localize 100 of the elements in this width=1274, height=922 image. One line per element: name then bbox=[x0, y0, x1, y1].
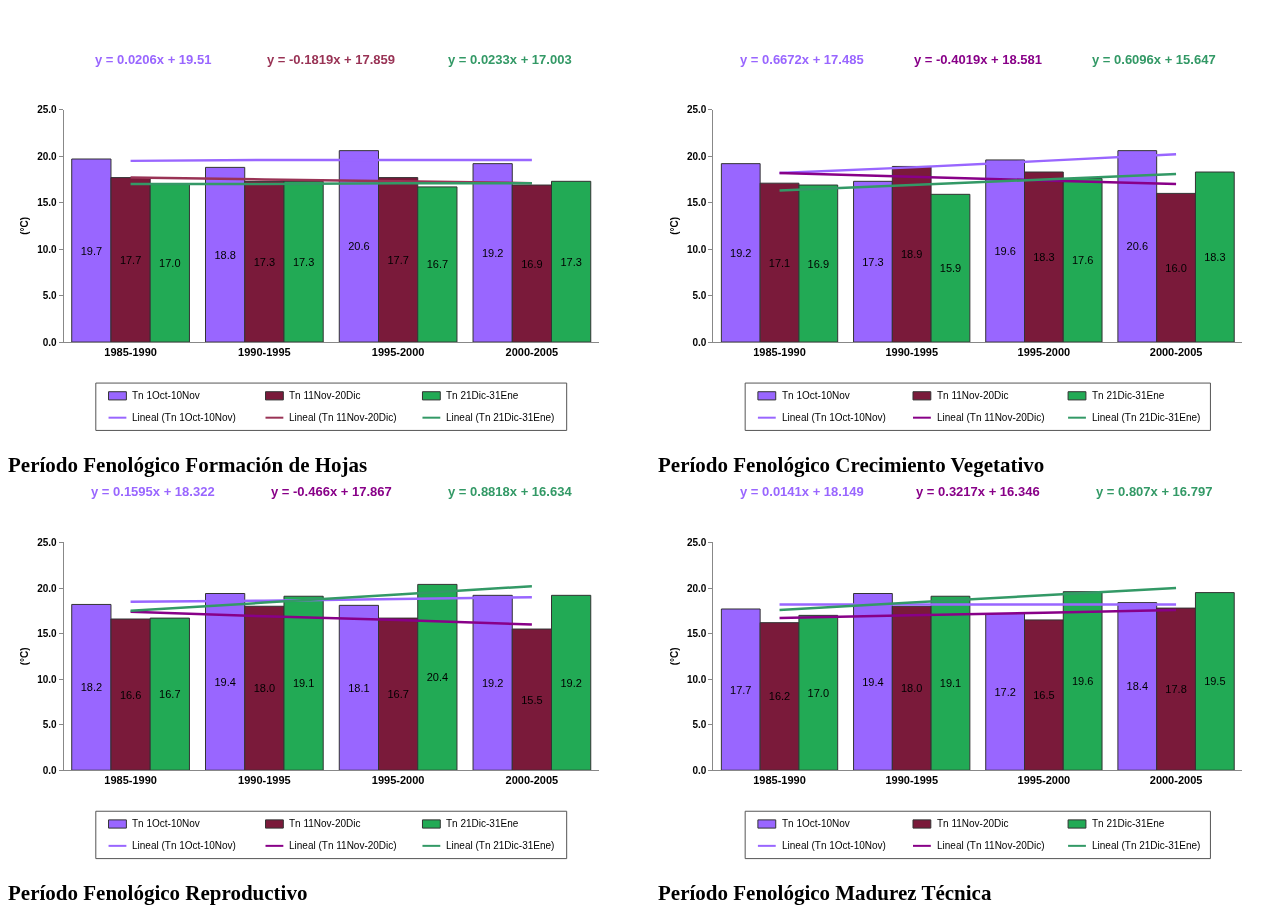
data-label: 16.2 bbox=[768, 690, 791, 703]
x-tick-label: 2000-2005 bbox=[505, 774, 559, 787]
legend-label: Tn 1Oct-10Nov bbox=[132, 818, 200, 829]
legend-label: Tn 1Oct-10Nov bbox=[782, 390, 850, 401]
data-label: 18.0 bbox=[900, 682, 923, 695]
data-label: 19.6 bbox=[1071, 674, 1094, 687]
legend-label: Tn 21Dic-31Ene bbox=[1092, 818, 1165, 829]
data-label: 18.9 bbox=[900, 248, 923, 261]
y-tick-label: 5.0 bbox=[692, 719, 707, 731]
line-series bbox=[778, 171, 1178, 186]
legend-label: Tn 21Dic-31Ene bbox=[446, 390, 519, 401]
legend-label: Tn 21Dic-31Ene bbox=[446, 818, 519, 829]
y-tick-label: 0.0 bbox=[42, 764, 58, 776]
data-label: 15.5 bbox=[521, 693, 543, 706]
text: y = 0.0141x + 18.149 bbox=[740, 484, 864, 499]
data-label: 18.3 bbox=[1204, 251, 1226, 264]
x-tick-label: 1985-1990 bbox=[104, 346, 157, 359]
data-label: 19.2 bbox=[730, 246, 752, 259]
data-label: 16.9 bbox=[807, 257, 830, 270]
y-tick-label: 20.0 bbox=[37, 150, 58, 162]
text: y = 0.8818x + 16.634 bbox=[448, 484, 573, 499]
data-label: 20.6 bbox=[1126, 240, 1148, 253]
y-tick-label: 10.0 bbox=[686, 673, 707, 685]
line-series bbox=[778, 586, 1178, 612]
y-tick-label: 15.0 bbox=[686, 628, 707, 640]
y-tick-label: 20.0 bbox=[686, 582, 707, 594]
x-tick-label: 1990-1995 bbox=[885, 346, 939, 359]
data-label: 19.4 bbox=[214, 675, 236, 688]
data-label: 17.0 bbox=[807, 686, 830, 699]
y-tick-label: 10.0 bbox=[37, 673, 58, 685]
legend-label: Lineal (Tn 1Oct-10Nov) bbox=[132, 840, 236, 851]
text: Período Fenológico Crecimiento Vegetativo bbox=[658, 453, 1045, 477]
y-tick-label: 5.0 bbox=[692, 290, 707, 302]
y-tick-label: 25.0 bbox=[37, 104, 58, 116]
data-label: 17.8 bbox=[1165, 683, 1187, 696]
y-tick-label: 25.0 bbox=[686, 104, 707, 116]
data-label: 18.1 bbox=[348, 681, 370, 694]
data-label: 19.2 bbox=[481, 676, 504, 689]
line-series bbox=[129, 610, 534, 626]
legend-label: Lineal (Tn 1Oct-10Nov) bbox=[782, 412, 886, 423]
data-label: 16.6 bbox=[119, 688, 142, 701]
legend-label: Lineal (Tn 1Oct-10Nov) bbox=[132, 412, 236, 423]
text: y = 0.0206x + 19.51 bbox=[95, 52, 212, 67]
legend-label: Tn 11Nov-20Dic bbox=[289, 818, 361, 829]
data-label: 17.3 bbox=[253, 255, 276, 268]
data-label: 17.3 bbox=[560, 255, 582, 268]
y-tick-label: 15.0 bbox=[37, 197, 58, 209]
x-tick-label: 1990-1995 bbox=[238, 346, 291, 359]
y-tick-label: 25.0 bbox=[686, 536, 707, 548]
data-label: 17.7 bbox=[387, 253, 409, 266]
data-label: 16.7 bbox=[387, 688, 409, 701]
text: y = -0.1819x + 17.859 bbox=[267, 52, 395, 67]
data-label: 17.3 bbox=[292, 255, 315, 268]
x-tick-label: 1985-1990 bbox=[753, 774, 806, 787]
data-label: 19.7 bbox=[80, 244, 103, 257]
data-label: 17.0 bbox=[159, 257, 181, 270]
legend-label: Tn 21Dic-31Ene bbox=[1092, 390, 1165, 401]
x-tick-label: 1995-2000 bbox=[371, 346, 425, 359]
y-tick-label: 15.0 bbox=[37, 628, 58, 640]
x-tick-label: 2000-2005 bbox=[505, 346, 559, 359]
y-tick-label: 10.0 bbox=[686, 243, 707, 255]
data-label: 17.2 bbox=[994, 685, 1016, 698]
y-tick-label: 0.0 bbox=[42, 336, 58, 348]
legend-label: Lineal (Tn 21Dic-31Ene) bbox=[1092, 412, 1201, 423]
x-tick-label: 1995-2000 bbox=[1017, 774, 1071, 787]
data-label: 19.1 bbox=[292, 677, 315, 690]
text: y = 0.1595x + 18.322 bbox=[91, 484, 215, 499]
data-label: 18.8 bbox=[214, 248, 236, 261]
legend-label: Tn 11Nov-20Dic bbox=[289, 390, 361, 401]
data-label: 15.9 bbox=[939, 262, 962, 275]
x-tick-label: 2000-2005 bbox=[1149, 346, 1203, 359]
legend-label: Tn 1Oct-10Nov bbox=[782, 818, 850, 829]
data-label: 19.6 bbox=[994, 245, 1016, 258]
y-tick-label: 5.0 bbox=[42, 290, 58, 302]
x-tick-label: 2000-2005 bbox=[1149, 774, 1203, 787]
text: y = -0.466x + 17.867 bbox=[271, 484, 392, 499]
data-label: 18.2 bbox=[80, 681, 103, 694]
data-label: 19.4 bbox=[862, 675, 884, 688]
text: y = -0.4019x + 18.581 bbox=[914, 52, 1042, 67]
data-label: 19.2 bbox=[560, 676, 582, 689]
data-label: 16.7 bbox=[159, 688, 181, 701]
data-label: 20.4 bbox=[426, 671, 449, 684]
data-label: 16.7 bbox=[426, 258, 449, 271]
data-label: 17.1 bbox=[768, 256, 791, 269]
data-label: 18.0 bbox=[253, 682, 276, 695]
y-tick-label: 20.0 bbox=[686, 150, 707, 162]
text: y = 0.0233x + 17.003 bbox=[448, 52, 572, 67]
data-label: 17.3 bbox=[862, 255, 884, 268]
legend-label: Lineal (Tn 11Nov-20Dic) bbox=[289, 412, 397, 423]
y-axis-title: (°C) bbox=[19, 216, 31, 235]
text: Período Fenológico Madurez Técnica bbox=[658, 881, 992, 905]
legend-label: Tn 11Nov-20Dic bbox=[937, 818, 1009, 829]
line-series bbox=[778, 608, 1178, 620]
y-axis-title: (°C) bbox=[19, 647, 31, 666]
data-label: 16.0 bbox=[1165, 261, 1187, 274]
legend-label: Lineal (Tn 11Nov-20Dic) bbox=[937, 840, 1045, 851]
text: y = 0.6672x + 17.485 bbox=[740, 52, 864, 67]
data-label: 17.6 bbox=[1071, 254, 1094, 267]
text: y = 0.3217x + 16.346 bbox=[916, 484, 1040, 499]
data-label: 19.1 bbox=[939, 677, 962, 690]
